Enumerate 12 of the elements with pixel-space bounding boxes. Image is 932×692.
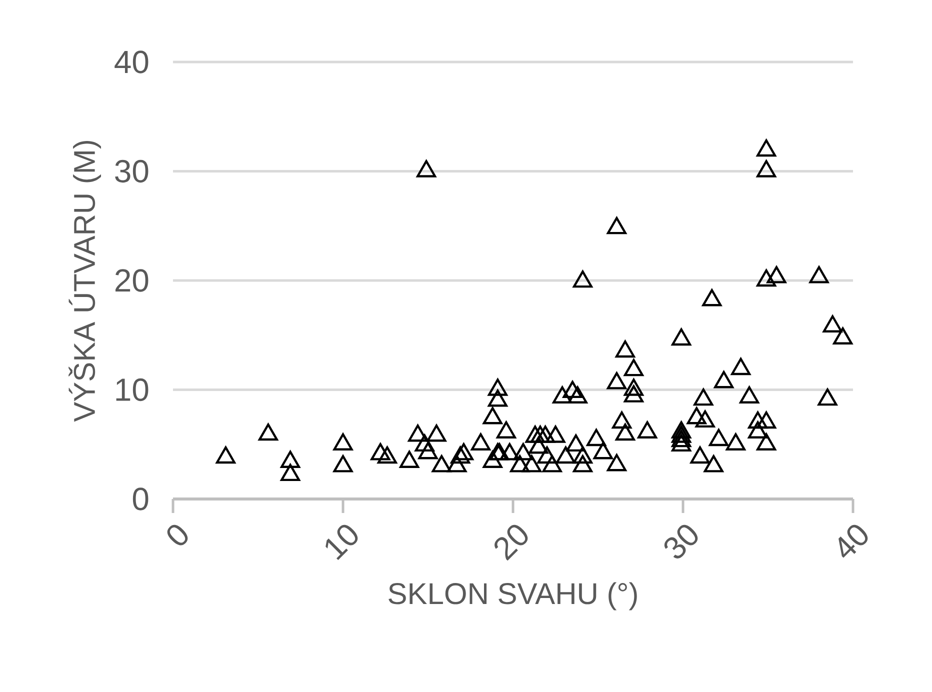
x-tick-label: 30 — [664, 524, 698, 558]
x-tick-label: 0 — [167, 524, 188, 546]
y-tick-label: 40 — [114, 50, 148, 74]
y-tick-label: 0 — [132, 488, 148, 510]
y-axis-title: VÝŠKA ÚTVARU (M) — [68, 140, 102, 422]
x-axis-title: SKLON SVAHU (°) — [388, 582, 637, 610]
x-tick-label: 10 — [326, 524, 358, 560]
y-tick-label: 10 — [116, 378, 148, 402]
x-tick-label: 20 — [494, 524, 528, 561]
y-tick-label: 20 — [115, 269, 148, 292]
y-tick-label: 30 — [115, 160, 148, 183]
x-tick-label: 40 — [838, 524, 868, 558]
